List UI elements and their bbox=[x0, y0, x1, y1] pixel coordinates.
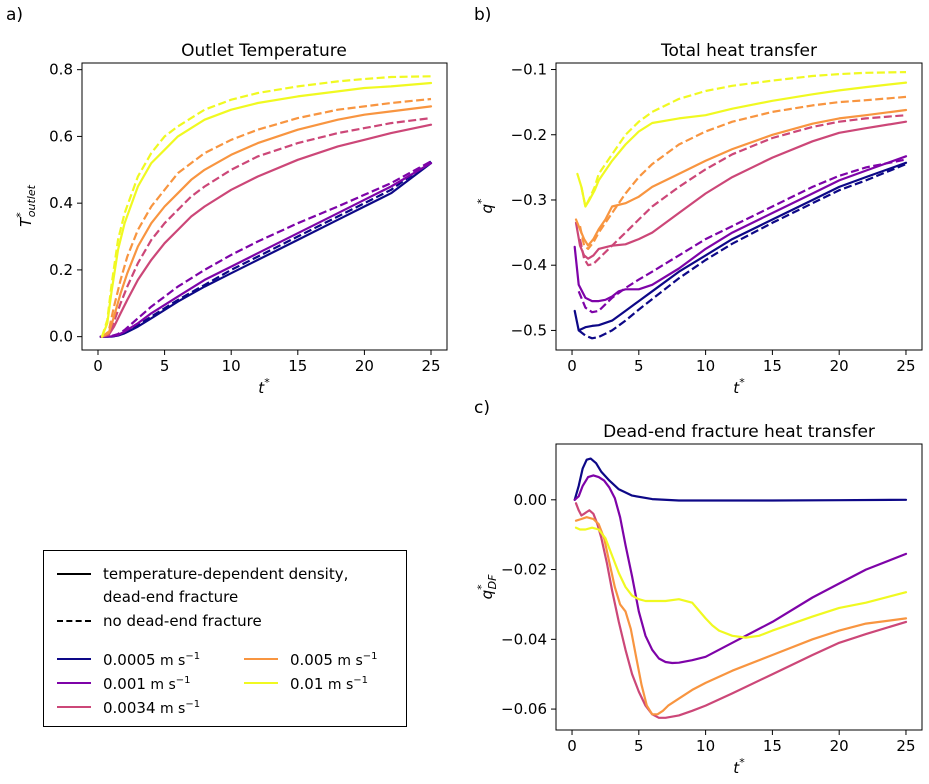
legend-entry-solid: temperature-dependent density, bbox=[57, 565, 348, 583]
legend-entry-speed: 0.0005 m s−1 bbox=[57, 648, 200, 670]
x-tick-label: 5 bbox=[634, 737, 644, 755]
series-line-9-dashed bbox=[100, 75, 432, 338]
x-tick-label: 25 bbox=[421, 357, 440, 375]
legend-label: dead-end fracture bbox=[103, 588, 239, 606]
legend-line-sample bbox=[57, 658, 91, 660]
series-line-3-dashed bbox=[577, 158, 907, 314]
y-tick-label: −0.04 bbox=[501, 630, 547, 648]
legend-entry-speed: 0.001 m s−1 bbox=[57, 672, 191, 694]
series-line-2-solid bbox=[573, 155, 908, 303]
series-line-4-solid bbox=[100, 123, 433, 338]
x-tick-label: 10 bbox=[222, 357, 241, 375]
legend-entry-speed: 0.01 m s−1 bbox=[244, 672, 368, 694]
legend-label: 0.0034 m s−1 bbox=[103, 699, 201, 717]
series-line-1-dashed bbox=[578, 163, 907, 340]
legend-entry-speed: 0.0034 m s−1 bbox=[57, 696, 200, 718]
legend-dashed-line-sample bbox=[57, 620, 91, 622]
series-line-4-solid bbox=[574, 526, 908, 639]
y-tick-label: 0.0 bbox=[49, 328, 73, 346]
legend: temperature-dependent density, dead-end … bbox=[43, 550, 407, 727]
y-axis-label: q*DF bbox=[475, 574, 499, 600]
legend-label: 0.001 m s−1 bbox=[103, 675, 191, 693]
series-line-3-dashed bbox=[100, 160, 432, 338]
x-tick-label: 10 bbox=[696, 357, 715, 375]
series-line-2-solid bbox=[99, 162, 433, 338]
panel-label-c: c) bbox=[474, 398, 490, 418]
y-tick-label: −0.3 bbox=[511, 191, 547, 209]
chart-title: Dead-end fracture heat transfer bbox=[603, 422, 875, 442]
y-tick-label: 0.2 bbox=[49, 261, 73, 279]
x-tick-label: 15 bbox=[288, 357, 307, 375]
chart-title: Outlet Temperature bbox=[181, 41, 347, 61]
legend-entry-solid-line2: dead-end fracture bbox=[103, 588, 238, 606]
x-tick-label: 0 bbox=[567, 737, 577, 755]
axes-frame bbox=[81, 62, 448, 351]
series-line-5-dashed bbox=[101, 117, 432, 338]
legend-solid-line-sample bbox=[57, 573, 91, 575]
axes-frame bbox=[555, 443, 923, 731]
legend-line-sample bbox=[57, 682, 91, 684]
series-line-6-solid bbox=[100, 105, 433, 338]
legend-entry-dashed: no dead-end fracture bbox=[57, 612, 262, 630]
legend-label: 0.0005 m s−1 bbox=[103, 651, 201, 669]
y-tick-label: −0.06 bbox=[501, 700, 547, 718]
legend-entry-speed: 0.005 m s−1 bbox=[244, 648, 378, 670]
x-tick-label: 20 bbox=[355, 357, 374, 375]
chart-title: Total heat transfer bbox=[660, 41, 817, 61]
legend-line-sample bbox=[244, 682, 278, 684]
total-heat-transfer-chart: Total heat transfer 0 5 10 15 20 25 −0.5 −0.4 −… bbox=[475, 41, 923, 397]
panel-label-a: a) bbox=[6, 5, 23, 25]
axes-frame bbox=[555, 62, 923, 351]
x-tick-label: 0 bbox=[567, 357, 577, 375]
series-line-6-solid bbox=[574, 108, 908, 247]
legend-line-sample bbox=[244, 658, 278, 660]
series-line-2-solid bbox=[574, 502, 908, 719]
legend-label: temperature-dependent density, bbox=[103, 565, 349, 583]
x-axis-label: t* bbox=[733, 756, 745, 777]
legend-label: 0.01 m s−1 bbox=[290, 675, 368, 693]
x-tick-label: 25 bbox=[896, 357, 915, 375]
x-axis-label: t* bbox=[258, 376, 270, 397]
series-line-9-dashed bbox=[580, 71, 907, 208]
legend-label: 0.005 m s−1 bbox=[290, 651, 378, 669]
y-tick-label: 0.6 bbox=[49, 127, 73, 145]
series-line-7-dashed bbox=[101, 97, 432, 338]
x-tick-label: 5 bbox=[160, 357, 170, 375]
dead-end-fracture-heat-transfer-chart: Dead-end fracture heat transfer 0 5 10 15 20… bbox=[475, 422, 923, 777]
series-line-0-solid bbox=[573, 161, 908, 332]
panel-label-b: b) bbox=[474, 5, 491, 25]
legend-label: no dead-end fracture bbox=[103, 612, 262, 630]
y-tick-label: −0.2 bbox=[511, 126, 547, 144]
x-tick-label: 15 bbox=[763, 737, 782, 755]
series-line-0-solid bbox=[573, 457, 908, 502]
series-line-4-solid bbox=[574, 120, 908, 260]
outlet-temperature-chart: Outlet Temperature 0 5 10 15 20 25 0.0 0.2 0.4 0… bbox=[14, 41, 448, 397]
series-line-8-solid bbox=[100, 81, 433, 338]
series-line-1-solid bbox=[573, 474, 908, 665]
x-tick-label: 10 bbox=[696, 737, 715, 755]
x-axis-label: t* bbox=[733, 376, 745, 397]
x-tick-label: 5 bbox=[634, 357, 644, 375]
series-line-1-dashed bbox=[100, 160, 432, 338]
y-tick-label: −0.5 bbox=[511, 321, 547, 339]
x-tick-label: 20 bbox=[830, 357, 849, 375]
x-tick-label: 15 bbox=[763, 357, 782, 375]
legend-line-sample bbox=[57, 706, 91, 708]
y-axis-label: T*outlet bbox=[14, 184, 38, 227]
series-line-5-dashed bbox=[578, 114, 907, 267]
y-tick-label: 0.00 bbox=[514, 491, 547, 509]
y-tick-label: −0.4 bbox=[511, 256, 547, 274]
y-axis-label: q* bbox=[475, 198, 496, 214]
y-tick-label: −0.02 bbox=[501, 561, 547, 579]
x-tick-label: 0 bbox=[93, 357, 103, 375]
y-tick-label: 0.4 bbox=[49, 194, 73, 212]
y-tick-label: 0.8 bbox=[49, 61, 73, 79]
y-tick-label: −0.1 bbox=[511, 61, 547, 79]
series-line-7-dashed bbox=[578, 95, 907, 250]
x-tick-label: 25 bbox=[896, 737, 915, 755]
series-line-3-solid bbox=[574, 516, 908, 716]
x-tick-label: 20 bbox=[830, 737, 849, 755]
